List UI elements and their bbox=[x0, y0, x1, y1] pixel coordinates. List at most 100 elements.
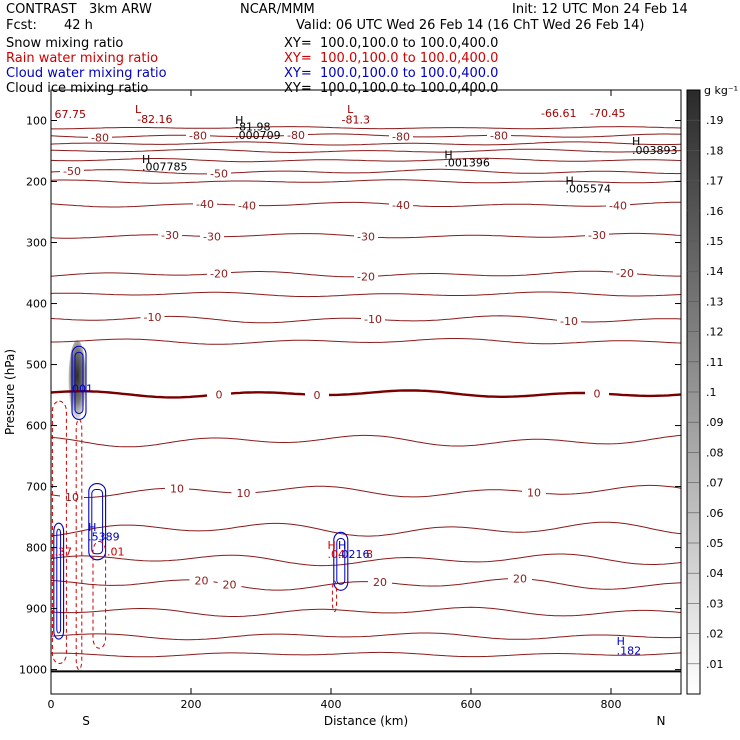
contour-label-bg bbox=[389, 130, 413, 142]
contour-label: 10 bbox=[527, 486, 541, 499]
colorbar-tick-label: .16 bbox=[706, 205, 724, 218]
extremum-label: -70.45 bbox=[590, 107, 625, 120]
extremum-label: .005574 bbox=[566, 182, 612, 195]
x-axis-label: Distance (km) bbox=[324, 714, 408, 728]
contour-label: 20 bbox=[223, 578, 237, 591]
colorbar-tick-label: .06 bbox=[706, 507, 724, 520]
x-endpoint-left: S bbox=[82, 714, 90, 728]
contour-label: -40 bbox=[238, 199, 256, 212]
colorbar-tick-label: .02 bbox=[706, 628, 724, 641]
extremum-label: .007785 bbox=[142, 161, 188, 174]
contour-label-bg bbox=[508, 572, 532, 584]
contour-label-bg bbox=[284, 129, 308, 141]
extremum-label: H bbox=[142, 153, 150, 166]
contour-label-bg bbox=[368, 576, 392, 588]
contour-label: -20 bbox=[210, 267, 228, 280]
contour-label: -10 bbox=[144, 311, 162, 324]
contour-label-bg bbox=[88, 131, 112, 143]
contour-label: -10 bbox=[560, 315, 578, 328]
extremum-label: .003893 bbox=[632, 144, 678, 157]
field-name-cloud-ice: Cloud ice mixing ratio bbox=[6, 81, 149, 96]
extremum-label: -82.16 bbox=[137, 113, 172, 126]
extremum-label: -81.98 bbox=[235, 120, 270, 133]
colorbar-unit: g kg⁻¹ bbox=[704, 84, 738, 97]
temperature-contour bbox=[51, 179, 681, 184]
header-center: NCAR/MMM bbox=[240, 2, 315, 17]
contour-label: 0 bbox=[216, 388, 223, 401]
header-fcst-value: 42 h bbox=[64, 18, 93, 33]
contour-label: 0 bbox=[314, 389, 321, 402]
contour-label: 10 bbox=[237, 487, 251, 500]
extremum-label: .01 bbox=[107, 546, 125, 559]
plot-area: -80 -80 -80 -80 -80 -50 -50 -40 -40 -40 -40 -30 -30 -… bbox=[51, 126, 681, 673]
contour-label: -80 bbox=[91, 131, 109, 144]
plot-frame bbox=[50, 89, 682, 695]
colorbar-tick-label: .18 bbox=[706, 144, 724, 157]
colorbar-tick-label: .05 bbox=[706, 537, 724, 550]
extremum-label: .37 bbox=[55, 546, 73, 559]
contour-label-bg bbox=[613, 266, 637, 278]
y-tick-label: 100 bbox=[26, 115, 47, 128]
contour-label-bg bbox=[158, 229, 182, 241]
cloud-water-contour bbox=[91, 489, 104, 555]
x-endpoint-right: N bbox=[657, 714, 666, 728]
extremum-label: .001 bbox=[69, 383, 94, 396]
x-axis: 0 200 400 600 800 bbox=[48, 90, 622, 711]
extremum-label: H bbox=[235, 114, 243, 127]
contour-label: -40 bbox=[196, 198, 214, 211]
extremum-label: -66.61 bbox=[541, 107, 576, 120]
temperature-contour bbox=[51, 338, 681, 345]
contour-label: -50 bbox=[63, 165, 81, 178]
y-tick-label: 600 bbox=[26, 420, 47, 433]
colorbar-tick-label: .01 bbox=[706, 658, 724, 671]
contour-label-bg bbox=[305, 388, 329, 400]
field-xy-rain: XY= 100.0,100.0 to 100.0,400.0 bbox=[284, 51, 499, 66]
contour-label-bg bbox=[140, 310, 165, 322]
rain-contour bbox=[92, 540, 107, 649]
x-tick-label: 0 bbox=[48, 698, 55, 711]
temperature-contour bbox=[51, 141, 681, 146]
contour-label-bg bbox=[361, 313, 385, 325]
colorbar-tick-label: .12 bbox=[706, 326, 724, 339]
temperature-contour bbox=[51, 553, 681, 567]
cloud-water-contour bbox=[74, 351, 84, 414]
rain-contour bbox=[331, 580, 338, 613]
contour-label: -40 bbox=[609, 199, 627, 212]
field-xy-cloud-ice: XY= 100.0,100.0 to 100.0,400.0 bbox=[284, 81, 499, 96]
y-tick-label: 200 bbox=[26, 176, 47, 189]
extremum-label: H bbox=[566, 175, 574, 188]
extremum-label: L bbox=[347, 103, 354, 116]
temperature-contour bbox=[51, 578, 681, 591]
contour-label: -50 bbox=[210, 168, 228, 181]
header-fcst-label: Fcst: bbox=[6, 18, 37, 33]
contour-label: -80 bbox=[490, 129, 508, 142]
cloud-water-contour bbox=[336, 537, 346, 585]
contour-label: -30 bbox=[588, 229, 606, 242]
temperature-contour bbox=[51, 291, 681, 298]
temperature-contour bbox=[51, 201, 681, 208]
contour-label: 10 bbox=[170, 482, 184, 495]
extremum-label: L bbox=[135, 103, 142, 116]
y-axis-label: Pressure (hPa) bbox=[3, 349, 17, 435]
colorbar: .01 .02 .03 .04 .05 .06 .07 .08 .09 .1 .11 .12 .13 .1… bbox=[686, 89, 724, 695]
extremum-label: 67.75 bbox=[55, 108, 87, 121]
temperature-contour bbox=[51, 168, 681, 175]
y-tick-label: 400 bbox=[26, 298, 47, 311]
contour-label-bg bbox=[557, 315, 581, 327]
colorbar-tick-label: .07 bbox=[706, 477, 724, 490]
field-name-rain: Rain water mixing ratio bbox=[6, 51, 159, 66]
field-xy-cloud-water: XY= 100.0,100.0 to 100.0,400.0 bbox=[284, 66, 499, 81]
colorbar-tick-label: .17 bbox=[706, 175, 724, 188]
header-model: CONTRAST 3km ARW bbox=[6, 2, 152, 17]
temperature-contour bbox=[51, 148, 681, 153]
contour-label-bg bbox=[193, 197, 217, 209]
header-init: Init: 12 UTC Mon 24 Feb 14 bbox=[512, 2, 688, 17]
contour-label: -30 bbox=[357, 231, 375, 244]
extremum-label: .0216 bbox=[338, 548, 370, 561]
extremum-label: H bbox=[338, 539, 346, 552]
colorbar-tick-label: .08 bbox=[706, 446, 724, 459]
colorbar-tick-label: .03 bbox=[706, 597, 724, 610]
contour-label-bg bbox=[186, 129, 210, 141]
temperature-contour bbox=[51, 389, 681, 399]
